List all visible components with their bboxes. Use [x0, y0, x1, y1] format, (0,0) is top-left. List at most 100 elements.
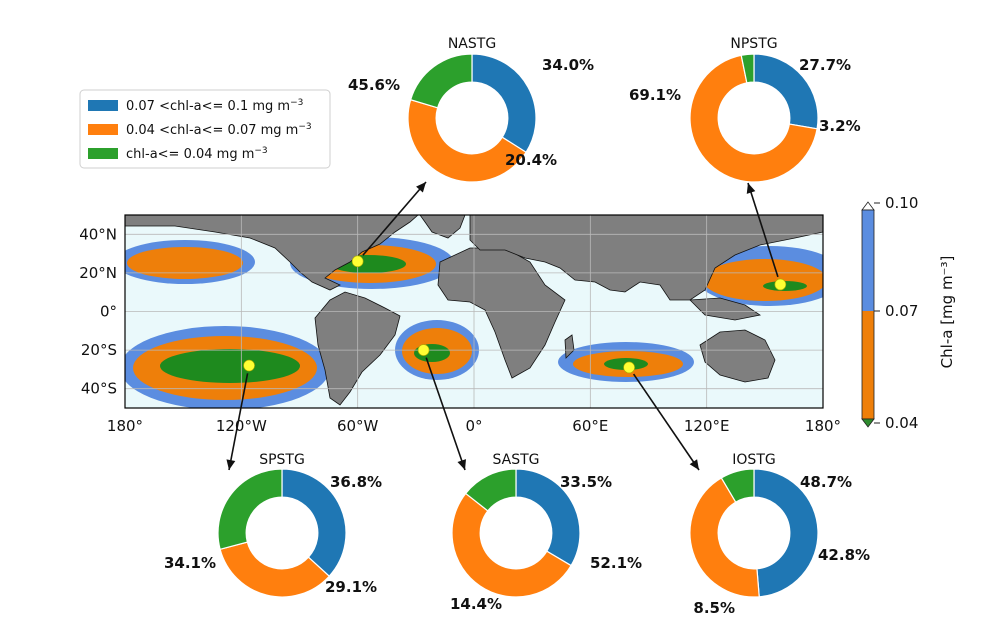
colorbar-over-triangle: [861, 201, 875, 211]
donut-pct-label-spstg-2: 29.1%: [325, 578, 377, 596]
donut-pct-label-spstg-0: 36.8%: [330, 473, 382, 491]
legend-label-1: 0.07 <chl-a<= 0.1 mg m−3: [126, 98, 303, 114]
arrow-npstg: [747, 182, 779, 278]
donut-spstg: SPSTG 36.8% 34.1% 29.1%: [164, 452, 382, 598]
gyre-marker-nastg: [351, 255, 364, 268]
gyre-marker-sastg: [417, 344, 430, 356]
legend-frame: [79, 89, 331, 169]
donut-title-npstg: NPSTG: [730, 36, 777, 52]
donut-slice-sastg-2: [464, 468, 517, 512]
arrowhead-sastg: [457, 459, 466, 470]
colorbar-upper-band: [862, 210, 874, 311]
arrowhead-iostg: [689, 459, 699, 470]
map-xtick-label: 120°W: [216, 417, 267, 435]
map-xtick-label: 120°E: [684, 417, 730, 435]
donut-slice-spstg-2: [217, 468, 283, 551]
legend-label-2: 0.04 <chl-a<= 0.07 mg m−3: [126, 122, 312, 138]
land-australia: [699, 329, 776, 383]
arrowhead-npstg: [746, 183, 756, 194]
map-ytick-label: 40°S: [81, 380, 117, 398]
arrowhead-nastg: [416, 182, 426, 193]
map-ytick-label: 20°S: [81, 341, 117, 359]
donut-slice-spstg-0: [281, 468, 347, 578]
arrow-sastg: [425, 357, 466, 471]
donut-sastg: SASTG 33.5% 52.1% 14.4%: [450, 452, 642, 613]
donut-pct-label-nastg-1: 45.6%: [348, 76, 400, 94]
colorbar-lower-band: [862, 311, 874, 419]
donut-pct-label-npstg-1: 69.1%: [629, 86, 681, 104]
map-xtick-label: 180°: [107, 417, 143, 435]
donut-title-iostg: IOSTG: [732, 452, 775, 468]
map-frame: [124, 214, 824, 409]
donut-pct-label-sastg-0: 33.5%: [560, 473, 612, 491]
land-eurasia: [469, 215, 823, 301]
colorbar-label: Chl-a [mg m⁻³]: [938, 256, 956, 369]
legend-label-3: chl-a<= 0.04 mg m−3: [126, 146, 268, 162]
donut-slice-npstg-1: [689, 54, 818, 183]
donut-pct-label-sastg-1: 52.1%: [590, 554, 642, 572]
arrow-spstg: [228, 373, 249, 471]
donut-iostg: IOSTG 48.7% 42.8% 8.5%: [689, 452, 870, 617]
land: [125, 215, 823, 406]
donut-pct-label-npstg-2: 3.2%: [819, 117, 861, 135]
map-ytick-label: 0°: [100, 303, 117, 321]
donut-pct-label-iostg-0: 48.7%: [800, 473, 852, 491]
donut-npstg: NPSTG 27.7% 69.1% 3.2%: [629, 36, 861, 183]
donut-slice-nastg-2: [409, 53, 473, 109]
donut-charts: NASTG 34.0% 45.6% 20.4% NPSTG 27.7% 69.1% 3.2% S…: [164, 36, 870, 617]
gyre-marker-npstg: [774, 278, 787, 291]
land-greenland: [419, 215, 466, 239]
donut-pct-label-npstg-0: 27.7%: [799, 56, 851, 74]
colorbar-tick-bottom: 0.04: [885, 414, 918, 432]
map: 180° 120°W 60°W 0° 60°E 120°E 180° 40°N 20°N 0° 20…: [79, 214, 841, 435]
donut-slice-nastg-1: [407, 99, 527, 183]
legend: 0.07 <chl-a<= 0.1 mg m−3 0.04 <chl-a<= 0…: [79, 89, 331, 169]
donut-slice-sastg-0: [515, 468, 581, 567]
donut-pct-label-iostg-1: 42.8%: [818, 546, 870, 564]
donut-slice-iostg-2: [720, 468, 755, 503]
gyre-marker-spstg: [243, 359, 255, 372]
land-africa: [437, 247, 566, 379]
donut-pct-label-sastg-2: 14.4%: [450, 595, 502, 613]
legend-swatch-green: [88, 148, 118, 159]
donut-slice-iostg-0: [753, 468, 819, 598]
donut-title-sastg: SASTG: [492, 452, 539, 468]
donut-slice-npstg-2: [740, 53, 755, 84]
legend-swatch-blue: [88, 100, 118, 111]
gyre-shading-south-pacific: [125, 326, 330, 408]
donut-pct-label-nastg-2: 20.4%: [505, 151, 557, 169]
donut-slice-sastg-1: [451, 492, 572, 598]
map-grid: [125, 215, 823, 408]
donut-nastg: NASTG 34.0% 45.6% 20.4%: [348, 36, 594, 183]
donut-pct-label-spstg-1: 34.1%: [164, 554, 216, 572]
gyre-shading-indian: [558, 342, 694, 382]
map-ytick-label: 40°N: [79, 225, 117, 243]
donut-title-nastg: NASTG: [448, 36, 496, 52]
gyre-shading-north-pacific-west: [125, 240, 255, 284]
arrow-nastg: [362, 181, 427, 256]
donut-pct-label-nastg-0: 34.0%: [542, 56, 594, 74]
gyre-markers: [243, 255, 787, 374]
map-xtick-label: 60°E: [572, 417, 608, 435]
map-ytick-label: 20°N: [79, 264, 117, 282]
donut-slice-nastg-0: [471, 53, 537, 154]
colorbar: 0.10 0.07 0.04 Chl-a [mg m⁻³]: [861, 194, 956, 432]
arrow-iostg: [632, 373, 700, 471]
donut-title-spstg: SPSTG: [259, 452, 305, 468]
colorbar-under-triangle: [861, 418, 875, 428]
colorbar-tick-top: 0.10: [885, 194, 918, 212]
map-axis-ticks: 180° 120°W 60°W 0° 60°E 120°E 180° 40°N 20°N 0° 20…: [79, 225, 841, 435]
donut-slice-iostg-1: [689, 477, 760, 598]
donut-slice-spstg-1: [219, 541, 331, 598]
map-xtick-label: 180°: [805, 417, 841, 435]
donut-pct-label-iostg-2: 8.5%: [693, 599, 735, 617]
map-xtick-label: 60°W: [337, 417, 379, 435]
arrows: [226, 181, 779, 471]
map-xtick-label: 0°: [465, 417, 482, 435]
colorbar-tick-mid: 0.07: [885, 302, 918, 320]
land-indonesia: [689, 297, 762, 321]
gyre-marker-iostg: [623, 361, 635, 374]
legend-swatch-orange: [88, 124, 118, 135]
arrowhead-spstg: [226, 459, 236, 470]
